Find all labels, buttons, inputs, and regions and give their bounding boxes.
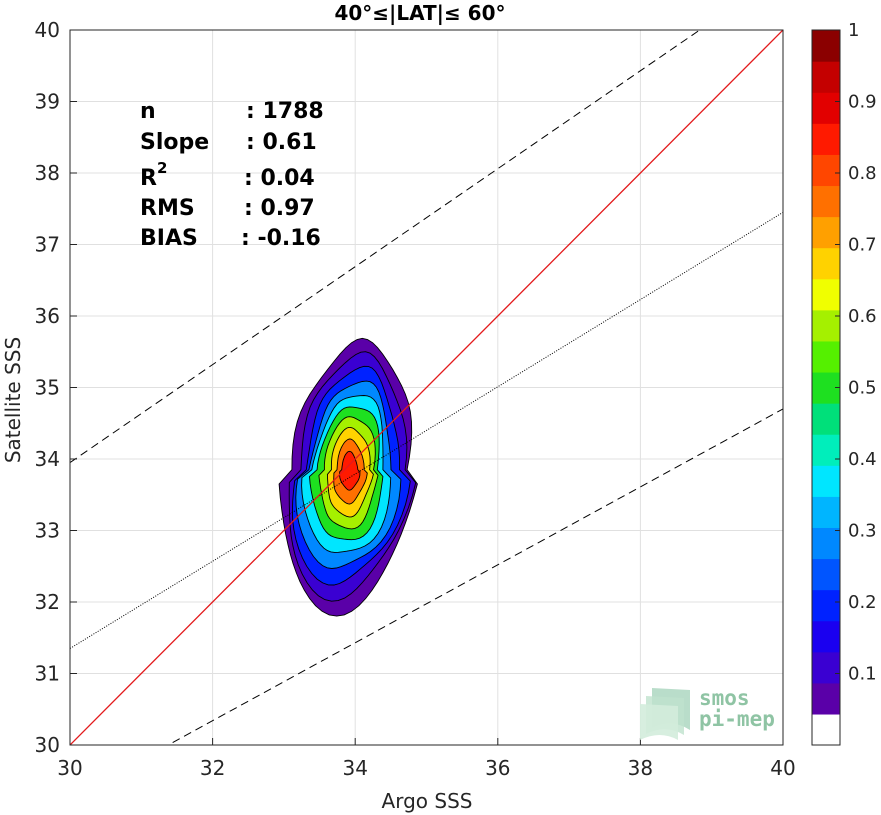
colorbar-segment <box>812 527 840 560</box>
y-tick-label: 30 <box>35 733 60 757</box>
y-tick-label: 35 <box>35 376 60 400</box>
colorbar-tick-label: 0.4 <box>848 449 877 470</box>
colorbar-tick-label: 0.5 <box>848 378 877 399</box>
colorbar-segment <box>812 92 840 124</box>
colorbar-segment <box>812 465 840 497</box>
y-tick-label: 31 <box>35 662 60 686</box>
y-tick-label: 32 <box>35 590 60 614</box>
colorbar-tick-label: 0.3 <box>848 521 877 542</box>
regression-line <box>70 211 783 649</box>
stat-label: RMS <box>140 196 195 221</box>
y-tick-label: 39 <box>35 90 60 114</box>
y-tick-label: 37 <box>35 233 60 257</box>
stat-label: Slope <box>140 130 209 155</box>
x-axis-title: Argo SSS <box>382 789 473 813</box>
stat-value: : 0.97 <box>244 196 315 221</box>
colorbar-segment <box>812 620 840 653</box>
identity-line <box>70 30 783 745</box>
colorbar: 0.1 0.2 0.3 0.4 0.5 0.6 0.7 0.8 0.9 1 <box>811 20 877 746</box>
stat-value: : -0.16 <box>241 226 321 251</box>
colorbar-segment <box>812 496 840 528</box>
colorbar-tick-label: 0.7 <box>848 235 877 256</box>
x-tick-label: 40 <box>770 756 795 780</box>
colorbar-tick-label: 0.9 <box>848 92 877 113</box>
colorbar-segment <box>812 247 840 280</box>
logo-waves-icon <box>640 688 690 740</box>
y-axis-title: Satellite SSS <box>1 337 25 463</box>
colorbar-tick-label: 0.8 <box>848 163 877 184</box>
colorbar-segment <box>812 123 840 155</box>
density-contour-level <box>339 450 361 491</box>
upper-bound-line <box>70 30 701 463</box>
lower-bound-line <box>167 408 783 745</box>
colorbar-segment <box>812 278 840 311</box>
x-tick-label: 36 <box>485 756 510 780</box>
logo-text-pi-mep: pi-mep <box>699 707 775 731</box>
chart-title: 40°≤|LAT|≤ 60° <box>334 1 505 25</box>
colorbar-segment <box>812 403 840 435</box>
colorbar-segment <box>812 651 840 684</box>
colorbar-segment <box>812 713 840 746</box>
stat-value: : 0.04 <box>244 166 315 191</box>
colorbar-segment <box>812 154 840 187</box>
logo-text-smos: smos <box>699 686 750 710</box>
x-axis-ticks: 30 32 34 36 38 40 <box>57 738 796 780</box>
grid <box>69 29 784 746</box>
x-tick-label: 38 <box>628 756 653 780</box>
colorbar-segment <box>812 682 840 715</box>
stat-label: BIAS <box>140 226 198 251</box>
colorbar-segment <box>812 589 840 622</box>
colorbar-segment <box>812 185 840 218</box>
colorbar-tick-label: 0.1 <box>848 664 877 685</box>
reference-lines <box>70 30 783 745</box>
colorbar-tick-label: 1 <box>848 20 859 41</box>
density-contours <box>278 337 418 617</box>
y-tick-label: 34 <box>35 447 60 471</box>
colorbar-segment <box>812 434 840 466</box>
colorbar-tick-label: 0.2 <box>848 592 877 613</box>
smos-pi-mep-logo: smos pi-mep <box>640 686 775 740</box>
stat-label: n <box>140 99 156 124</box>
y-tick-label: 36 <box>35 304 60 328</box>
y-tick-label: 33 <box>35 519 60 543</box>
x-tick-label: 30 <box>57 756 82 780</box>
x-tick-label: 34 <box>342 756 367 780</box>
colorbar-segment <box>812 30 840 62</box>
colorbar-segment <box>812 216 840 249</box>
colorbar-segment <box>812 340 840 373</box>
stat-value: : 1788 <box>246 99 324 124</box>
colorbar-segment <box>812 309 840 342</box>
y-tick-label: 40 <box>35 18 60 42</box>
y-axis-ticks: 30 31 32 33 34 35 36 37 38 39 40 <box>35 18 77 757</box>
x-tick-label: 32 <box>200 756 225 780</box>
y-tick-label: 38 <box>35 161 60 185</box>
colorbar-segment <box>812 61 840 93</box>
stat-value: : 0.61 <box>246 130 317 155</box>
colorbar-segment <box>812 558 840 591</box>
colorbar-tick-label: 0.6 <box>848 306 877 327</box>
